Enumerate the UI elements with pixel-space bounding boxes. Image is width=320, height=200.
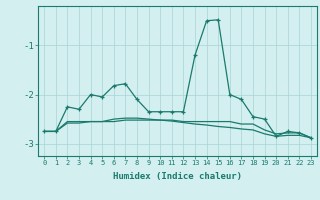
X-axis label: Humidex (Indice chaleur): Humidex (Indice chaleur) bbox=[113, 172, 242, 181]
